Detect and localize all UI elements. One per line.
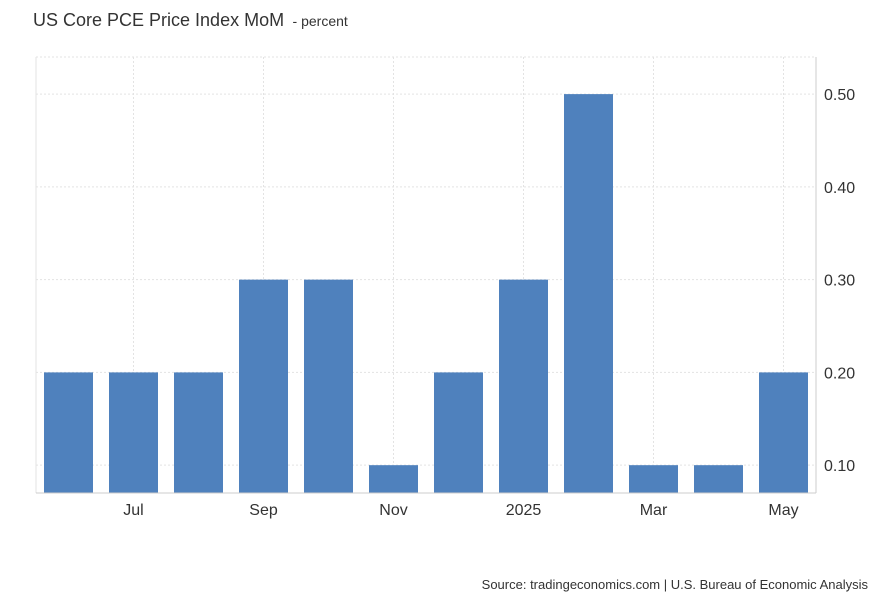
source-credit: Source: tradingeconomics.com | U.S. Bure…	[481, 577, 868, 592]
y-tick-label: 0.20	[824, 365, 855, 382]
bar	[434, 372, 483, 493]
chart-subtitle: - percent	[292, 13, 348, 29]
bar	[174, 372, 223, 493]
bar	[109, 372, 158, 493]
bar	[44, 372, 93, 493]
bar	[369, 465, 418, 493]
bar	[629, 465, 678, 493]
x-tick-label: 2025	[506, 502, 542, 519]
x-tick-label: Mar	[640, 502, 668, 519]
y-tick-label: 0.40	[824, 180, 855, 197]
bar	[239, 279, 288, 493]
y-tick-label: 0.50	[824, 87, 855, 104]
y-tick-label: 0.10	[824, 458, 855, 475]
x-tick-label: Nov	[379, 502, 407, 519]
bar	[694, 465, 743, 493]
bar	[304, 279, 353, 493]
bar	[564, 94, 613, 493]
bar	[759, 372, 808, 493]
x-tick-label: May	[768, 502, 798, 519]
y-tick-label: 0.30	[824, 273, 855, 290]
x-tick-label: Sep	[249, 502, 278, 519]
x-tick-label: Jul	[123, 502, 143, 519]
bar	[499, 279, 548, 493]
chart-title-block: US Core PCE Price Index MoM - percent	[33, 10, 348, 31]
chart-title: US Core PCE Price Index MoM	[33, 10, 285, 30]
